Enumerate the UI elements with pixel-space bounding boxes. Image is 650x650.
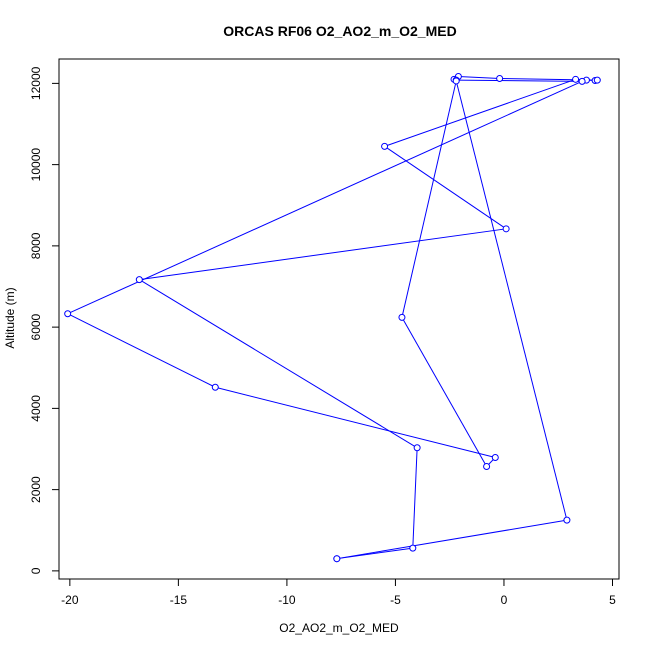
series-segment [67,80,583,315]
x-tick-label: 0 [501,593,508,607]
x-axis-label: O2_AO2_m_O2_MED [279,621,399,635]
data-point [211,383,219,391]
y-tick-label: 8000 [29,232,43,259]
plot-frame [58,58,620,580]
x-tick-label: -15 [170,593,188,607]
data-point [409,544,417,552]
data-point [381,142,389,150]
y-axis-label: Altitude (m) [3,287,17,348]
series-segment [139,279,418,449]
y-tick-label: 6000 [29,313,43,340]
y-tick-label: 12000 [29,66,43,100]
series-segment [412,447,418,549]
x-tick-label: -20 [61,593,79,607]
chart-title: ORCAS RF06 O2_AO2_m_O2_MED [223,23,456,39]
data-point [333,555,341,563]
data-point [593,76,601,84]
y-tick-label: 4000 [29,395,43,422]
series-segment [401,80,457,318]
series-segment [67,313,216,388]
x-axis: -20 -15 -10 -5 0 5 [61,578,616,607]
data-point [572,75,580,83]
data-point [483,462,491,470]
data-point [398,313,406,321]
data-point [502,225,510,233]
data-point [452,77,460,85]
data-point [578,77,586,85]
series-segment [401,317,488,467]
series-segment [384,145,507,230]
data-point [563,516,571,524]
series-segment [458,75,500,79]
x-tick-label: -10 [278,593,296,607]
series-segment [384,78,576,147]
y-tick-label: 2000 [29,476,43,503]
series-segment [455,80,568,521]
y-axis: 0 2000 4000 6000 8000 10000 12000 [29,66,60,574]
series-points [64,72,601,563]
series-segment [456,79,583,82]
y-tick-label: 10000 [29,148,43,182]
series-segment [215,386,496,459]
data-point [64,310,72,318]
data-point [135,276,143,284]
y-tick-label: 0 [29,567,43,574]
data-point [496,75,504,82]
series-segment [139,228,507,281]
series-lines [67,75,598,560]
data-point [491,454,499,462]
series-segment [336,519,567,560]
data-point [413,444,421,452]
x-tick-label: 5 [609,593,616,607]
x-tick-label: -5 [390,593,401,607]
